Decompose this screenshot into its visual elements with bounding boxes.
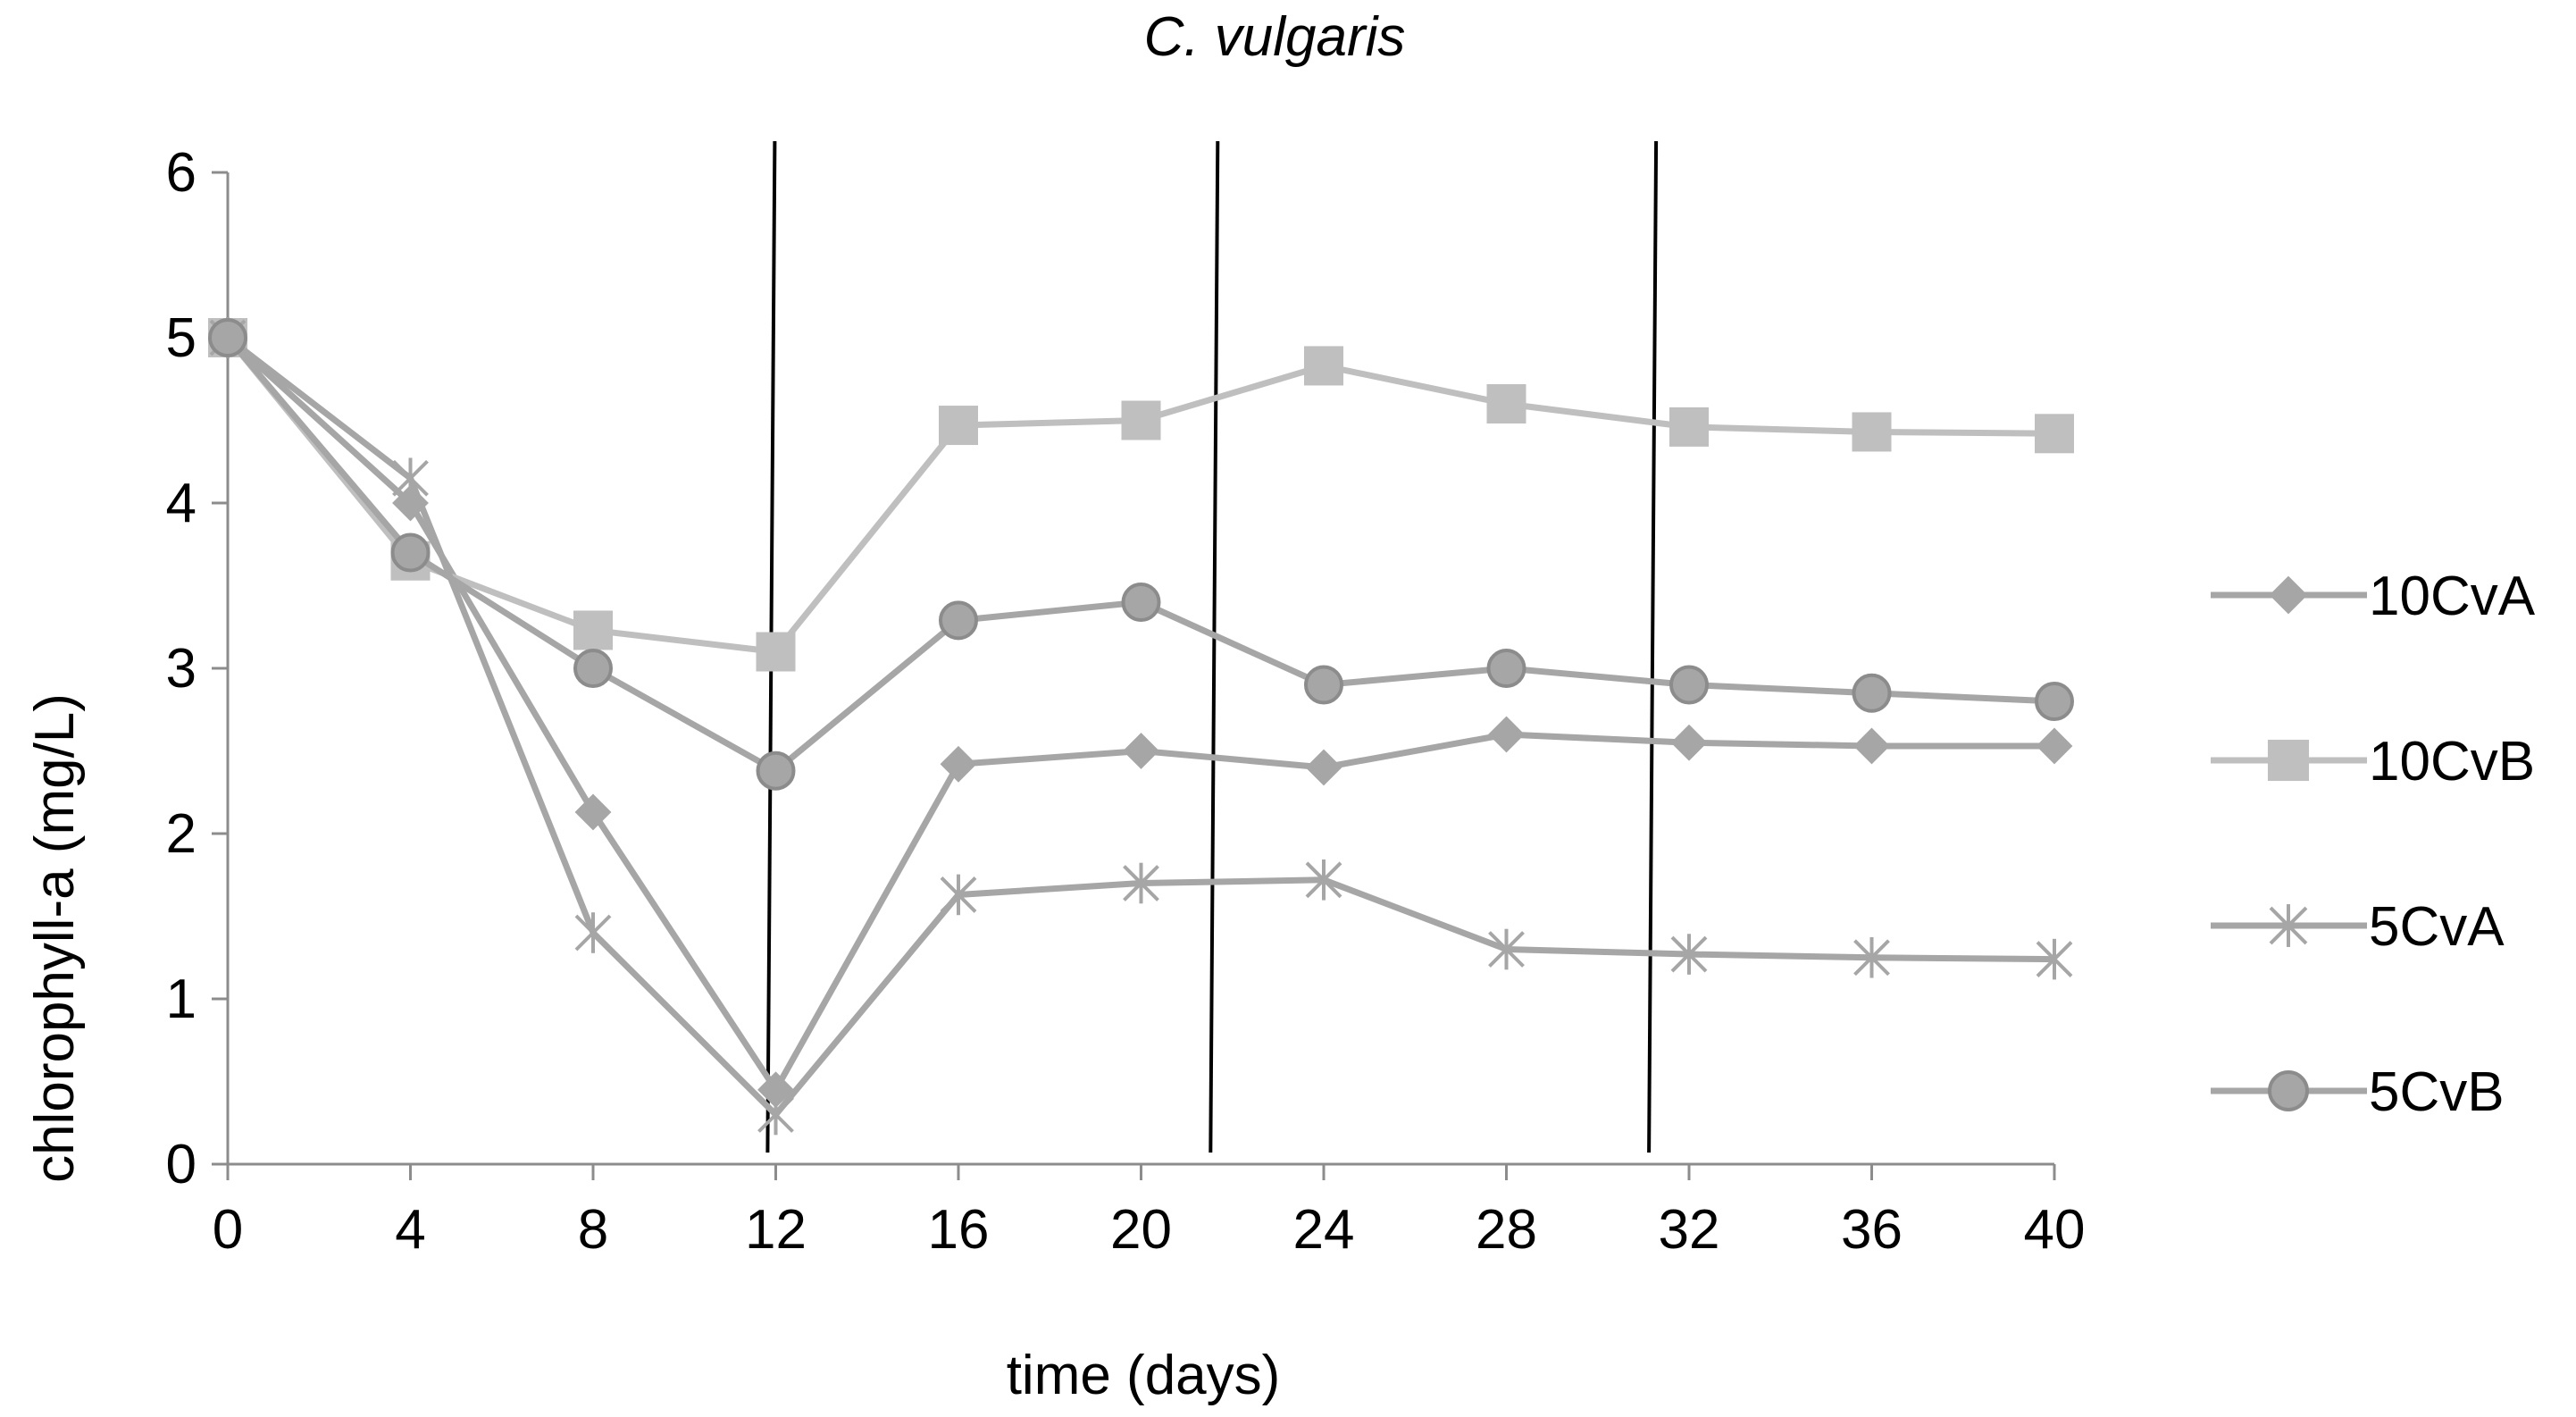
x-tick-label: 36	[1841, 1199, 1903, 1261]
series-line	[225, 335, 2055, 1118]
x-tick-label: 4	[395, 1199, 425, 1261]
data-point-circle	[1304, 665, 1343, 705]
data-point-star	[757, 1094, 794, 1136]
data-point-square	[2035, 414, 2074, 454]
data-point-star	[1853, 936, 1890, 978]
data-point-diamond	[2269, 575, 2308, 615]
data-point-square	[1121, 400, 1161, 440]
legend-item: 5CvA	[2211, 896, 2505, 958]
y-tick-label: 2	[166, 803, 197, 865]
x-tick-label: 32	[1659, 1199, 1720, 1261]
legend-label: 10CvA	[2369, 566, 2536, 627]
x-tick-label: 12	[745, 1199, 807, 1261]
legend-label: 5CvB	[2369, 1061, 2505, 1123]
data-point-diamond	[2036, 727, 2073, 765]
x-tick-label: 8	[578, 1199, 608, 1261]
data-point-square	[573, 610, 613, 650]
data-point-circle	[1669, 665, 1709, 705]
data-point-diamond	[1670, 724, 1708, 761]
reference-line	[1647, 140, 1659, 1153]
legend-label: 5CvA	[2369, 896, 2505, 958]
y-axis-label: chlorophyll-a (mg/L)	[24, 693, 86, 1183]
vertical-reference-lines	[765, 140, 1659, 1153]
x-tick-label: 24	[1293, 1199, 1355, 1261]
data-point-diamond	[1488, 716, 1525, 753]
data-point-star	[574, 912, 612, 953]
data-point-diamond	[1305, 749, 1342, 786]
data-point-square	[939, 406, 978, 446]
data-point-diamond	[574, 793, 612, 831]
y-tick-label: 6	[166, 142, 197, 204]
legend-item: 10CvA	[2211, 566, 2536, 627]
legend: 10CvA 10CvB 5CvA 5CvB	[2211, 566, 2536, 1123]
data-point-circle	[756, 750, 796, 791]
data-point-circle	[390, 532, 431, 573]
x-tick-label: 40	[2024, 1199, 2086, 1261]
data-point-square	[1852, 412, 1892, 452]
data-point-circle	[573, 649, 613, 688]
reference-line	[1209, 140, 1220, 1153]
data-point-diamond	[1123, 733, 1159, 769]
data-point-square	[756, 632, 796, 672]
y-tick-label: 5	[166, 307, 197, 369]
series-5CvB	[208, 318, 2074, 791]
x-tick-label: 28	[1476, 1199, 1537, 1261]
data-point-circle	[2268, 1070, 2309, 1111]
data-point-square	[1669, 407, 1709, 447]
data-point-circle	[1121, 583, 1161, 622]
data-point-diamond	[1853, 727, 1890, 765]
data-point-star	[2269, 904, 2308, 947]
data-point-square	[1486, 384, 1526, 423]
data-point-square	[1304, 346, 1343, 386]
data-point-diamond	[940, 745, 977, 783]
legend-item: 5CvB	[2211, 1061, 2505, 1123]
x-tick-label: 0	[213, 1199, 243, 1261]
data-point-circle	[208, 318, 247, 357]
x-tick-label: 16	[928, 1199, 990, 1261]
data-point-circle	[1486, 649, 1526, 688]
x-axis-label: time (days)	[1007, 1345, 1281, 1406]
data-point-star	[1670, 934, 1708, 975]
y-tick-label: 3	[166, 638, 197, 700]
data-point-star	[392, 457, 429, 499]
data-point-circle	[939, 600, 978, 641]
data-point-star	[940, 874, 977, 916]
data-point-circle	[2035, 682, 2074, 721]
data-point-circle	[1852, 673, 1892, 713]
legend-label: 10CvB	[2369, 731, 2535, 792]
data-point-square	[2267, 739, 2310, 782]
data-point-star	[1305, 859, 1342, 901]
data-point-star	[2036, 938, 2073, 980]
y-tick-label: 1	[166, 968, 197, 1030]
series-layer	[208, 317, 2074, 1136]
data-point-star	[1123, 862, 1159, 904]
chart-title: C. vulgaris	[1144, 6, 1406, 68]
y-tick-label: 0	[166, 1134, 197, 1195]
legend-item: 10CvB	[2211, 731, 2535, 792]
y-tick-label: 4	[166, 473, 197, 534]
x-tick-label: 20	[1110, 1199, 1172, 1261]
data-point-star	[1488, 928, 1525, 970]
